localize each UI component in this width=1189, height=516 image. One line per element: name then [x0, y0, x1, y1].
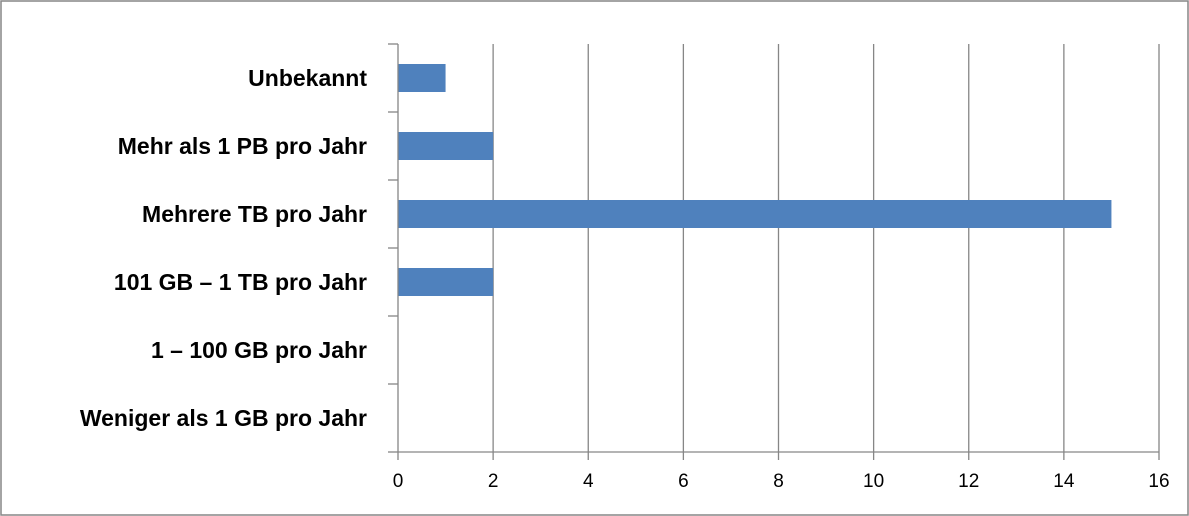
category-labels: Unbekannt Mehr als 1 PB pro Jahr Mehrere T…	[80, 65, 368, 431]
category-label-1: Mehr als 1 PB pro Jahr	[118, 133, 367, 159]
grid-lines	[492, 44, 1160, 452]
bars	[398, 64, 1112, 296]
bar-3	[398, 268, 494, 296]
bar-0	[398, 64, 446, 92]
category-label-5: Weniger als 1 GB pro Jahr	[80, 405, 367, 431]
category-label-0: Unbekannt	[248, 65, 367, 91]
category-label-2: Mehrere TB pro Jahr	[142, 201, 367, 227]
category-label-3: 101 GB – 1 TB pro Jahr	[114, 269, 367, 295]
x-tick-label-1: 2	[488, 471, 499, 492]
bar-2	[398, 200, 1112, 228]
x-tick-label-2: 4	[583, 471, 594, 492]
x-tick-label-8: 16	[1148, 471, 1169, 492]
x-tick-label-3: 6	[678, 471, 689, 492]
x-tick-labels: 0 2 4 6 8 10 12 14 16	[393, 471, 1170, 492]
x-tick-label-5: 10	[863, 471, 884, 492]
x-tick-label-6: 12	[958, 471, 979, 492]
axes	[388, 43, 1160, 460]
x-tick-label-4: 8	[773, 471, 784, 492]
x-tick-label-7: 14	[1053, 471, 1075, 492]
category-label-4: 1 – 100 GB pro Jahr	[151, 337, 367, 363]
bar-1	[398, 132, 494, 160]
x-tick-label-0: 0	[393, 471, 404, 492]
